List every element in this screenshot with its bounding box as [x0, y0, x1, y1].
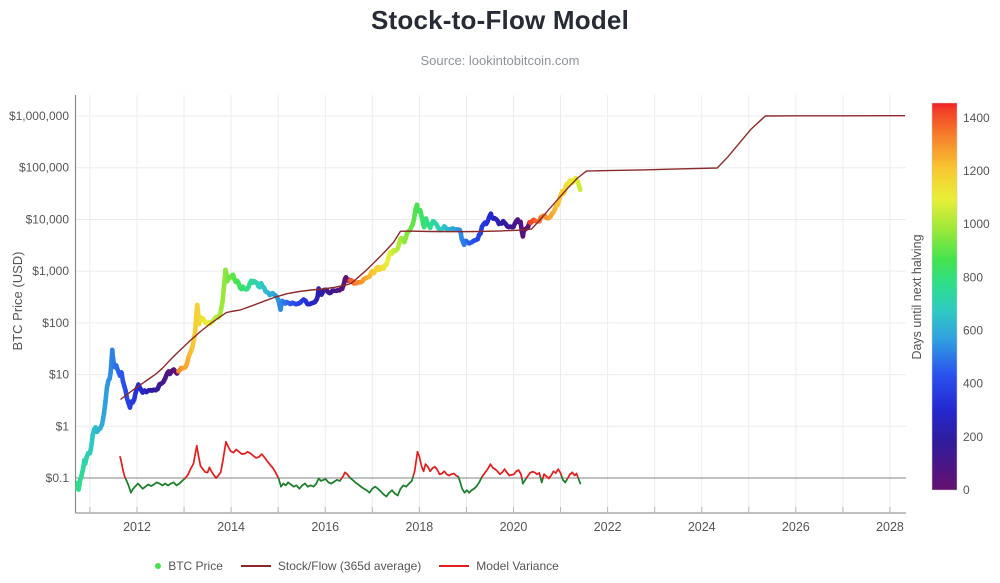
y-tick-label: $100	[42, 316, 69, 330]
colorbar-tick-label: 800	[963, 270, 983, 284]
legend-label-model-variance: Model Variance	[476, 559, 559, 573]
colorbar-tick-label: 1400	[963, 111, 990, 125]
model-variance-series	[119, 441, 582, 498]
colorbar-tick-label: 600	[963, 324, 983, 338]
x-tick-label: 2012	[123, 520, 151, 534]
legend-item-model-variance[interactable]: Model Variance	[439, 559, 559, 573]
y-tick-label: $10,000	[26, 212, 70, 226]
x-tick-label: 2020	[500, 520, 528, 534]
y-tick-label: $100,000	[19, 161, 69, 175]
x-tick-label: 2018	[405, 520, 433, 534]
legend: BTC Price Stock/Flow (365d average) Mode…	[0, 559, 714, 573]
y-tick-label: $1,000,000	[9, 109, 69, 123]
y-axis-title: BTC Price (USD)	[10, 252, 25, 351]
legend-item-btc-price[interactable]: BTC Price	[155, 559, 223, 573]
btc-price-dot-icon	[155, 563, 162, 569]
colorbar-tick-label: 200	[963, 430, 983, 444]
source-subtitle: Source: lookintobitcoin.com	[420, 53, 580, 68]
colorbar-tick-label: 0	[963, 483, 970, 497]
colorbar-title: Days until next halving	[910, 234, 924, 359]
tick-labels: $0.1 $1 $10 $100 $1,000 $10,000 $100,000 $1,000…	[9, 109, 904, 534]
colorbar-tick-label: 400	[963, 377, 983, 391]
y-tick-label: $0.1	[46, 471, 70, 485]
colorbar-tick-label: 1200	[963, 164, 990, 178]
y-tick-label: $1,000	[32, 264, 69, 278]
y-tick-label: $10	[49, 368, 69, 382]
x-tick-label: 2016	[311, 520, 339, 534]
y-tick-label: $1	[56, 419, 70, 433]
gridlines	[75, 95, 906, 513]
colorbar-tick-label: 1000	[963, 217, 990, 231]
data-series	[75, 115, 906, 498]
colorbar: 0 200 400 600 800 1000 1200 1400	[931, 102, 990, 497]
axes	[74, 95, 906, 514]
stock-flow-line	[120, 115, 906, 401]
x-tick-label: 2028	[876, 520, 904, 534]
x-tick-label: 2026	[782, 520, 810, 534]
legend-item-stock-flow[interactable]: Stock/Flow (365d average)	[240, 559, 422, 573]
x-tick-label: 2022	[594, 520, 622, 534]
x-tick-label: 2024	[688, 520, 716, 534]
page-title: Stock-to-Flow Model	[371, 5, 629, 35]
stock-flow-line-icon	[240, 565, 271, 567]
model-variance-line-icon	[439, 565, 470, 567]
btc-price-series	[75, 175, 583, 492]
legend-label-stock-flow: Stock/Flow (365d average)	[277, 559, 422, 573]
x-tick-label: 2014	[217, 520, 245, 534]
legend-label-btc-price: BTC Price	[168, 559, 223, 573]
